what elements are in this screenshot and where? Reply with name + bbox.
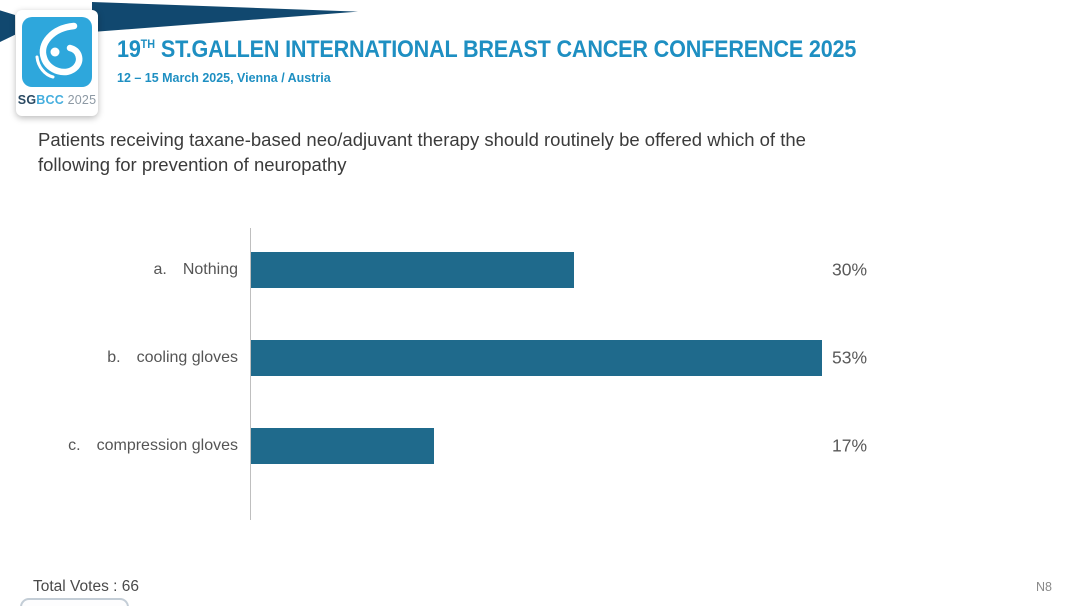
drop-glyph-icon — [35, 22, 83, 79]
category-label: cooling gloves — [136, 349, 238, 366]
category-label: Nothing — [182, 261, 238, 278]
bar — [251, 340, 822, 376]
category-letter: c. — [68, 437, 81, 454]
logo-badge-text: SGBCC 2025 — [16, 93, 98, 107]
value-label: 30% — [832, 259, 868, 280]
value-label: 53% — [832, 347, 868, 368]
poll-question-line1: Patients receiving taxane-based neo/adju… — [38, 129, 806, 150]
sgbcc-logo-icon — [22, 17, 92, 87]
navy-ribbon-banner-left — [0, 10, 15, 42]
clipped-bottom-button[interactable] — [20, 598, 129, 606]
badge-year: 2025 — [63, 93, 97, 107]
badge-bcc: BCC — [36, 93, 64, 107]
title-number: 19 — [117, 36, 141, 63]
total-votes: Total Votes : 66 — [33, 578, 139, 595]
navy-ribbon-banner — [92, 2, 358, 32]
bar — [251, 252, 574, 288]
slide-code: N8 — [1036, 580, 1052, 594]
bar-row: a. Nothing 30% — [0, 252, 1080, 288]
category-label-group: c. compression gloves — [0, 437, 238, 455]
bar-row: b. cooling gloves 53% — [0, 340, 1080, 376]
sgbcc-logo: SGBCC 2025 — [16, 10, 98, 116]
category-label-group: a. Nothing — [0, 261, 239, 279]
badge-sg: SG — [17, 93, 37, 107]
value-label: 17% — [832, 435, 868, 456]
bar — [251, 428, 434, 464]
category-label: compression gloves — [96, 437, 238, 454]
conference-subtitle: 12 – 15 March 2025, Vienna / Austria — [117, 70, 331, 85]
category-letter: a. — [153, 261, 167, 278]
category-label-group: b. cooling gloves — [0, 349, 238, 367]
poll-question: Patients receiving taxane-based neo/adju… — [38, 127, 918, 177]
chart-axis-line — [250, 228, 251, 520]
poll-question-line2: following for prevention of neuropathy — [38, 154, 347, 175]
category-letter: b. — [107, 349, 121, 366]
conference-title: 19TH ST.GALLEN INTERNATIONAL BREAST CANC… — [117, 36, 856, 64]
bar-row: c. compression gloves 17% — [0, 428, 1080, 464]
title-ordinal: TH — [140, 37, 156, 51]
header: 19TH ST.GALLEN INTERNATIONAL BREAST CANC… — [117, 36, 938, 85]
title-rest: ST.GALLEN INTERNATIONAL BREAST CANCER CO… — [155, 36, 857, 63]
